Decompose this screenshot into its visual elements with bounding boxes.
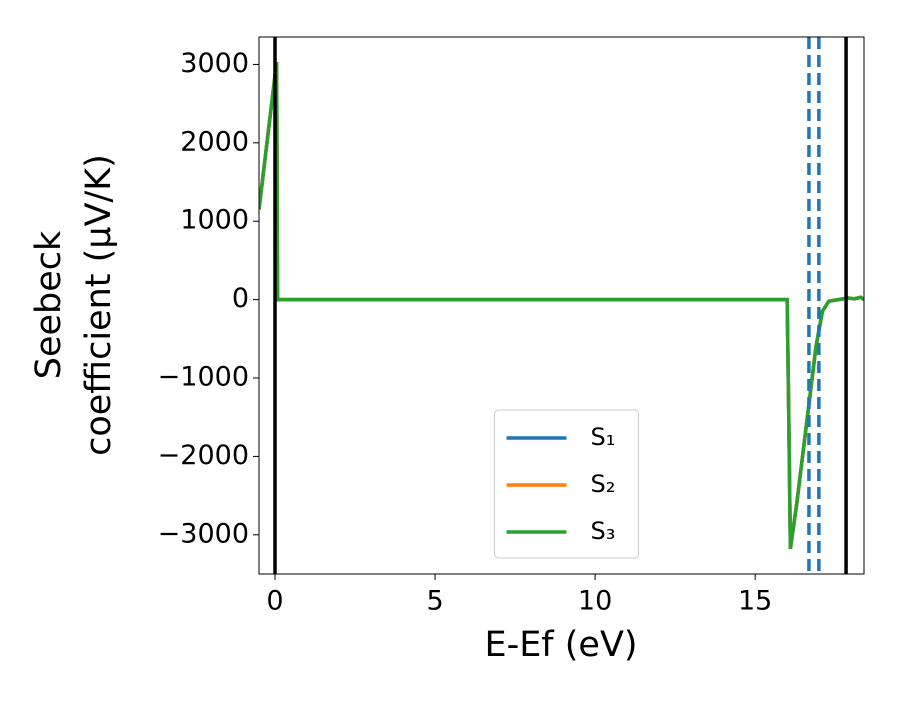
plot-frame — [258, 36, 865, 575]
series-line — [259, 61, 864, 550]
x-tick-label: 5 — [426, 586, 443, 617]
y-tick-label: −3000 — [158, 518, 249, 549]
legend-label: S₃ — [591, 517, 616, 545]
y-tick-label: 3000 — [180, 48, 249, 79]
legend-label: S₂ — [591, 470, 616, 498]
x-axis-label: E-Ef (eV) — [484, 625, 637, 665]
y-tick-label: 0 — [232, 283, 249, 314]
y-tick-label: −1000 — [158, 362, 249, 393]
y-axis-label: Seebeck — [29, 230, 69, 379]
y-tick-label: 2000 — [180, 126, 249, 157]
y-tick-label: −2000 — [158, 440, 249, 471]
x-tick-label: 10 — [578, 586, 612, 617]
legend-label: S₁ — [591, 423, 616, 451]
y-tick-label: 1000 — [180, 205, 249, 236]
x-tick-label: 0 — [266, 586, 283, 617]
y-axis-label: coefficient (μV/K) — [79, 154, 119, 456]
x-tick-label: 15 — [738, 586, 772, 617]
